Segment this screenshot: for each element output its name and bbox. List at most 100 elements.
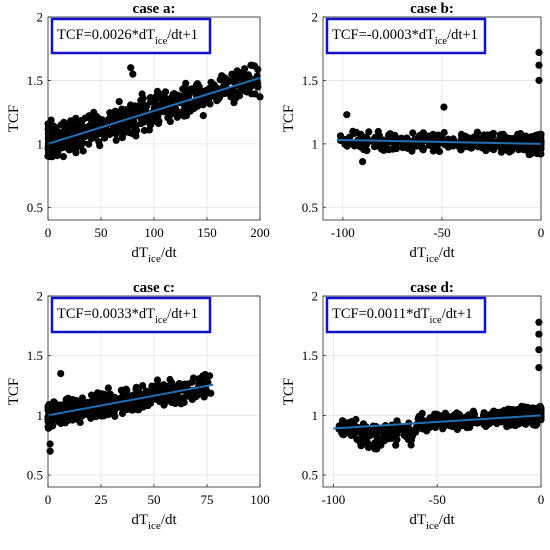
data-point <box>343 111 351 119</box>
data-point <box>151 114 159 122</box>
data-point <box>186 89 194 97</box>
x-tick-label: 200 <box>250 225 270 240</box>
data-point <box>49 149 57 157</box>
data-point <box>445 421 453 430</box>
fit-line <box>336 138 542 145</box>
y-tick-label: 1 <box>312 136 319 151</box>
data-point <box>529 416 537 424</box>
data-point <box>192 81 200 89</box>
data-point <box>148 386 156 394</box>
data-point <box>68 142 76 151</box>
data-point <box>535 76 543 84</box>
y-tick-label: 0.5 <box>27 468 43 483</box>
x-tick-label: 100 <box>144 225 164 240</box>
data-point <box>79 147 87 155</box>
data-point <box>92 413 100 421</box>
data-point <box>498 418 506 426</box>
data-point <box>516 144 524 152</box>
data-point <box>363 147 371 155</box>
data-point <box>254 65 262 74</box>
data-point <box>474 143 482 151</box>
y-tick-label: 1.5 <box>27 348 43 363</box>
data-point <box>535 346 543 354</box>
data-point <box>112 404 120 412</box>
data-point <box>133 127 141 135</box>
data-point <box>85 140 93 148</box>
data-point <box>173 113 181 121</box>
data-point <box>535 330 543 338</box>
data-point <box>400 143 408 151</box>
y-tick-label: 1.5 <box>27 73 43 88</box>
data-point <box>135 390 144 398</box>
data-point <box>473 128 481 136</box>
data-point <box>424 422 432 430</box>
chart-panel-4: -100 -50 0 0.5 1 1.5 2 case d: TCF dTice/dt TCF=0.… <box>281 280 545 532</box>
data-point <box>465 411 473 419</box>
x-tick-label: 25 <box>95 492 108 507</box>
data-point <box>69 401 77 409</box>
data-point <box>415 415 423 423</box>
fit-equation: TCF=0.0011*dTice/dt+1 <box>332 306 472 326</box>
data-point <box>480 411 488 419</box>
x-tick-label: 0 <box>538 225 545 240</box>
data-point <box>183 103 191 111</box>
data-point <box>95 116 104 124</box>
data-point <box>358 430 366 438</box>
data-point <box>51 416 60 424</box>
data-point <box>523 416 531 424</box>
data-point <box>145 126 153 134</box>
data-point <box>51 123 59 131</box>
data-point <box>139 382 147 390</box>
data-point <box>228 70 236 78</box>
data-point <box>153 87 162 95</box>
data-point <box>138 90 146 98</box>
data-point <box>464 143 472 151</box>
fit-equation: TCF=-0.0003*dTice/dt+1 <box>332 27 478 47</box>
data-point <box>69 125 77 133</box>
axes-box <box>322 295 542 488</box>
data-point <box>497 148 505 156</box>
data-point <box>414 424 422 432</box>
data-point <box>221 77 229 85</box>
data-point <box>438 133 446 141</box>
data-point <box>499 130 507 138</box>
x-tick-label: 75 <box>201 492 214 507</box>
x-tick-label: -100 <box>331 225 355 240</box>
fit-equation-box <box>50 17 212 55</box>
data-point <box>453 425 461 434</box>
chart-panel-1: 0 50 100 150 200 0.5 1 1.5 2 case a: TCF dTice/dt TC… <box>6 1 270 265</box>
data-point <box>153 376 162 384</box>
data-point <box>127 64 135 72</box>
data-point <box>189 374 198 382</box>
data-point <box>166 111 174 119</box>
scatter-series <box>336 48 545 166</box>
x-axis-label: dTice/dt <box>409 245 455 265</box>
data-point <box>199 112 207 120</box>
x-tick-label: 0 <box>45 492 52 507</box>
data-point <box>407 140 415 148</box>
data-point <box>373 430 381 438</box>
data-point <box>129 70 137 78</box>
data-point <box>46 440 54 448</box>
data-point <box>532 421 540 429</box>
data-point <box>175 380 183 388</box>
data-point <box>111 412 119 420</box>
data-point <box>81 114 89 122</box>
data-point <box>185 389 193 397</box>
data-point <box>232 94 240 102</box>
data-point <box>118 134 126 142</box>
y-tick-label: 1 <box>37 136 44 151</box>
y-axis-label: TCF <box>6 105 22 133</box>
fit-line <box>47 76 261 145</box>
data-point <box>378 435 386 443</box>
data-point <box>458 422 466 430</box>
data-point <box>115 98 123 106</box>
data-point <box>235 70 243 78</box>
data-point <box>182 79 190 87</box>
y-tick-label: 2 <box>312 289 319 304</box>
data-point <box>94 394 102 402</box>
y-tick-label: 2 <box>37 10 44 25</box>
data-point <box>113 127 121 135</box>
data-point <box>219 89 227 98</box>
